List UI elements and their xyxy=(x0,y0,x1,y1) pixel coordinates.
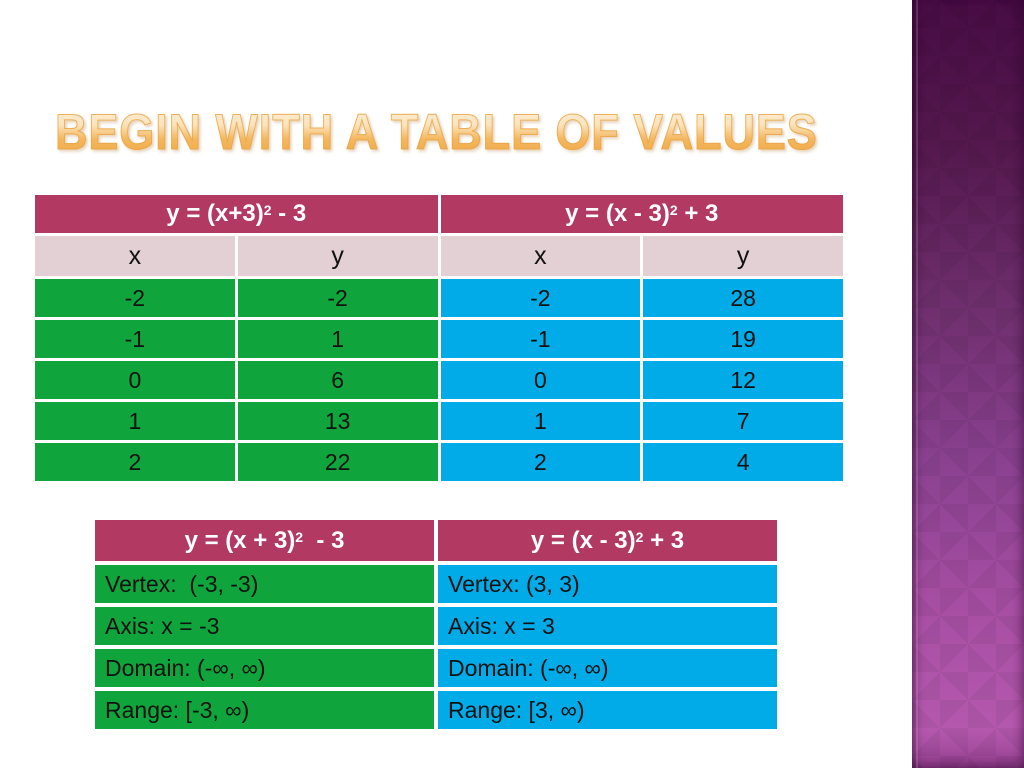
column-header-x2: x xyxy=(440,236,641,276)
formula-text: y = (x + 3) xyxy=(184,526,296,554)
property-cell-vertex-left: Vertex: (-3, -3) xyxy=(95,565,434,603)
property-cell-axis-left: Axis: x = -3 xyxy=(95,607,434,645)
value-cell: 1 xyxy=(237,320,438,358)
property-cell-range-right: Range: [3, ∞) xyxy=(438,691,777,729)
value-cell: 6 xyxy=(237,361,438,399)
value-cell: 0 xyxy=(35,361,235,399)
column-header-x1: x xyxy=(35,236,235,276)
value-cell: -2 xyxy=(35,279,235,317)
property-cell-domain-right: Domain: (-∞, ∞) xyxy=(438,649,777,687)
value-cell: 13 xyxy=(237,402,438,440)
property-cell-axis-right: Axis: x = 3 xyxy=(438,607,777,645)
values-table-header-right: y = (x - 3) 2 + 3 xyxy=(440,195,843,233)
property-cell-domain-left: Domain: (-∞, ∞) xyxy=(95,649,434,687)
value-cell: 7 xyxy=(643,402,843,440)
value-cell: -1 xyxy=(35,320,235,358)
value-cell: -1 xyxy=(440,320,641,358)
column-header-y1: y xyxy=(237,236,438,276)
properties-table: y = (x + 3) 2 - 3 y = (x - 3) 2 + 3 Vertex… xyxy=(95,520,777,729)
sidebar-decoration xyxy=(912,0,1024,768)
property-cell-range-left: Range: [-3, ∞) xyxy=(95,691,434,729)
formula-text: - 3 xyxy=(271,200,307,227)
column-header-y2: y xyxy=(643,236,843,276)
value-cell: -2 xyxy=(237,279,438,317)
value-cell: 22 xyxy=(237,443,438,481)
property-cell-vertex-right: Vertex: (3, 3) xyxy=(438,565,777,603)
value-cell: 4 xyxy=(643,443,843,481)
value-cell: 1 xyxy=(35,402,235,440)
formula-text: - 3 xyxy=(303,526,345,554)
value-cell: 28 xyxy=(643,279,843,317)
value-cell: 2 xyxy=(440,443,641,481)
value-cell: 1 xyxy=(440,402,641,440)
values-table: y = (x+3) 2 - 3 y = (x - 3) 2 + 3 x y x y … xyxy=(35,195,843,481)
formula-text: y = (x+3) xyxy=(166,200,264,227)
formula-text: + 3 xyxy=(643,526,685,554)
formula-text: + 3 xyxy=(677,200,719,227)
properties-table-header-left: y = (x + 3) 2 - 3 xyxy=(95,520,434,561)
value-cell: 0 xyxy=(440,361,641,399)
value-cell: 19 xyxy=(643,320,843,358)
value-cell: 12 xyxy=(643,361,843,399)
values-table-header-left: y = (x+3) 2 - 3 xyxy=(35,195,438,233)
formula-text: y = (x - 3) xyxy=(530,526,636,554)
sidebar-edge-highlight xyxy=(916,0,918,768)
slide-title: BEGIN WITH A TABLE OF VALUES xyxy=(55,104,818,161)
value-cell: -2 xyxy=(440,279,641,317)
formula-text: y = (x - 3) xyxy=(565,200,670,227)
properties-table-header-right: y = (x - 3) 2 + 3 xyxy=(438,520,777,561)
value-cell: 2 xyxy=(35,443,235,481)
